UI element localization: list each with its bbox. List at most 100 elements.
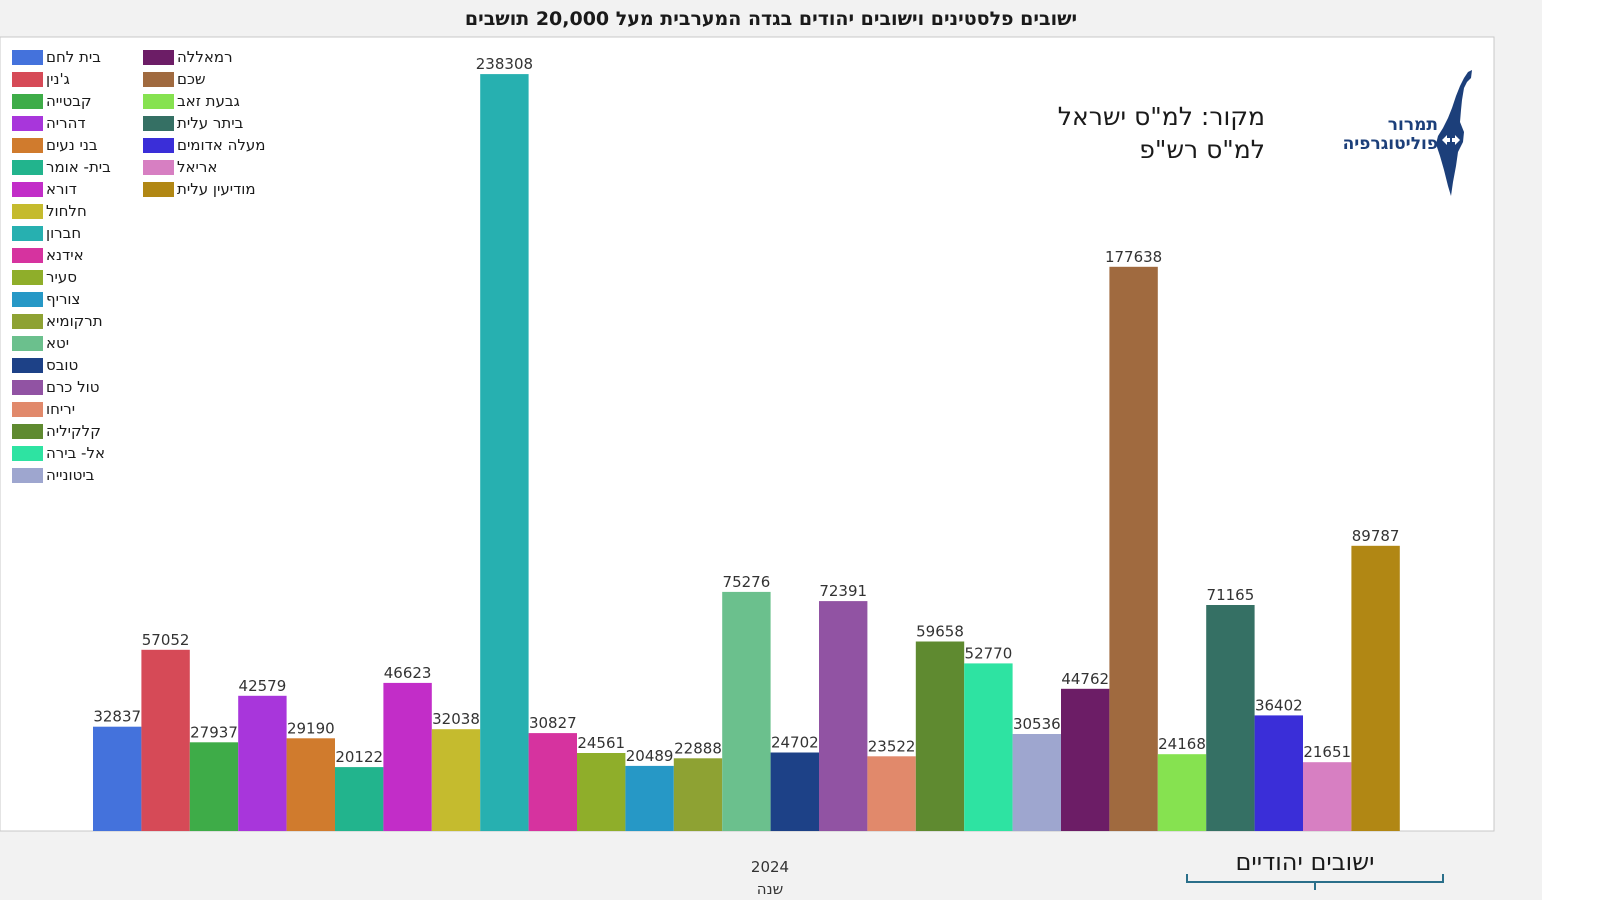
legend-label: ג'נין: [46, 70, 70, 88]
bar-18: [915, 641, 965, 831]
legend-swatch: [12, 269, 43, 285]
bar-13: [673, 758, 723, 831]
bar-8: [431, 729, 481, 831]
bar-value-label: 21651: [1303, 743, 1351, 761]
bar-24: [1206, 605, 1255, 831]
legend-item: גבעת זאב: [143, 90, 283, 112]
legend-column-2: רמאללה שכם גבעת זאב ביתר עלית מעלה אדומים ארי…: [143, 46, 283, 200]
source-line-1: מקור: למ"ס ישראל: [1057, 102, 1265, 131]
legend-label: בני נעים: [46, 136, 98, 154]
bar-value-label: 29190: [287, 719, 335, 737]
legend-item: רמאללה: [143, 46, 283, 68]
legend-item: ביטונייה: [12, 464, 152, 486]
legend-label: קלקיליה: [46, 422, 101, 440]
legend-item: מודיעין עלית: [143, 178, 283, 200]
legend-item: מעלה אדומים: [143, 134, 283, 156]
legend-item: קבטייה: [12, 90, 152, 112]
bar-value-label: 32837: [93, 708, 141, 726]
bar-value-label: 42579: [239, 677, 287, 695]
legend-item: קלקיליה: [12, 420, 152, 442]
legend-item: יטא: [12, 332, 152, 354]
bar-9: [480, 74, 529, 832]
legend-label: חברון: [46, 224, 82, 242]
legend-swatch: [12, 423, 43, 439]
legend-label: גבעת זאב: [177, 92, 240, 110]
bar-19: [964, 663, 1013, 831]
bar-value-label: 75276: [723, 573, 771, 591]
legend-swatch: [143, 49, 174, 65]
bar-2: [141, 649, 190, 831]
legend-swatch: [12, 159, 43, 175]
legend-swatch: [12, 93, 43, 109]
bar-17: [867, 756, 916, 831]
legend-swatch: [143, 159, 174, 175]
legend-swatch: [12, 225, 43, 241]
x-axis-tick-label: 2024: [750, 858, 790, 876]
legend-label: דהריה: [46, 114, 86, 132]
legend-label: קבטייה: [46, 92, 92, 110]
legend-label: סעיר: [46, 268, 77, 286]
bar-22: [1109, 266, 1158, 831]
bar-20: [1012, 734, 1061, 831]
bar-23: [1157, 754, 1207, 831]
legend-item: דורא: [12, 178, 152, 200]
logo-text: תמרור פוליטוגרפיה: [1330, 116, 1438, 154]
legend-item: טובס: [12, 354, 152, 376]
legend-item: אריאל: [143, 156, 283, 178]
bar-value-label: 36402: [1255, 696, 1303, 714]
legend-swatch: [12, 445, 43, 461]
bar-value-label: 20489: [626, 747, 674, 765]
source-annotation: מקור: למ"ס ישראל למ"ס רש"פ: [980, 100, 1265, 166]
legend-swatch: [12, 357, 43, 373]
bar-value-label: 23522: [868, 737, 916, 755]
legend-swatch: [143, 115, 174, 131]
bar-value-label: 27937: [190, 723, 238, 741]
legend-swatch: [12, 247, 43, 263]
legend-swatch: [12, 115, 43, 131]
legend-swatch: [12, 71, 43, 87]
legend-swatch: [143, 93, 174, 109]
legend-swatch: [12, 401, 43, 417]
legend-swatch: [12, 335, 43, 351]
legend-swatch: [12, 181, 43, 197]
legend-item: ביתר עלית: [143, 112, 283, 134]
legend-label: מודיעין עלית: [177, 180, 256, 198]
group-bracket: [1186, 874, 1444, 890]
legend-label: טול כרם: [46, 378, 100, 396]
chart-title: ישובים פלסטינים וישובים יהודים בגדה המער…: [464, 8, 1078, 30]
bar-5: [286, 738, 335, 831]
bar-3: [189, 742, 239, 831]
legend-label: אריאל: [177, 158, 218, 176]
bar-value-label: 89787: [1352, 527, 1400, 545]
legend-label: חלחול: [46, 202, 87, 220]
bar-value-label: 24702: [771, 734, 819, 752]
bar-value-label: 238308: [476, 55, 533, 73]
bar-26: [1303, 762, 1352, 831]
legend-swatch: [143, 137, 174, 153]
bar-value-label: 24168: [1158, 735, 1206, 753]
bar-value-label: 72391: [819, 582, 867, 600]
bar-6: [335, 767, 384, 831]
legend-label: בית- אומר: [46, 158, 111, 176]
legend-swatch: [12, 313, 43, 329]
legend-item: ג'נין: [12, 68, 152, 90]
bar-11: [577, 753, 626, 831]
legend-swatch: [12, 49, 43, 65]
bars-group: [93, 74, 1400, 832]
legend-label: אל- בירה: [46, 444, 106, 462]
bar-value-label: 32038: [432, 710, 480, 728]
bar-16: [819, 601, 868, 831]
legend-item: תרקומיא: [12, 310, 152, 332]
bar-4: [238, 695, 287, 831]
bar-value-label: 30536: [1013, 715, 1061, 733]
bar-value-label: 59658: [916, 623, 964, 641]
legend-item: בית לחם: [12, 46, 152, 68]
bar-value-label: 30827: [529, 714, 577, 732]
legend-label: מעלה אדומים: [177, 136, 266, 154]
legend-swatch: [143, 181, 174, 197]
legend-swatch: [12, 137, 43, 153]
legend-item: טול כרם: [12, 376, 152, 398]
legend-label: יטא: [46, 334, 70, 352]
